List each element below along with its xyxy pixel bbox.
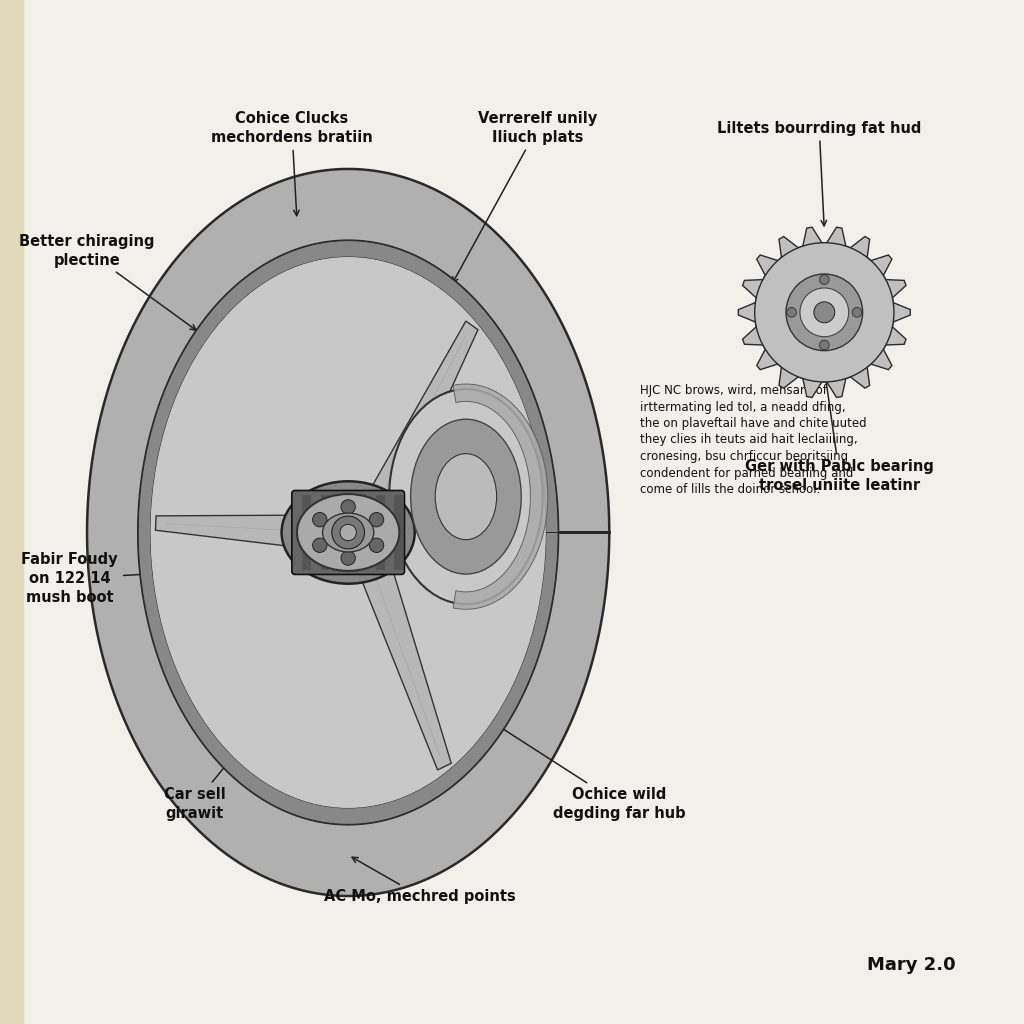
Circle shape xyxy=(800,288,849,337)
Circle shape xyxy=(786,307,797,317)
Polygon shape xyxy=(738,227,910,397)
Bar xyxy=(339,495,348,570)
Bar xyxy=(394,495,403,570)
Bar xyxy=(321,495,330,570)
Polygon shape xyxy=(156,515,293,547)
Circle shape xyxy=(819,340,829,350)
Text: AC Mo, mechred points: AC Mo, mechred points xyxy=(324,857,516,903)
Polygon shape xyxy=(138,241,558,824)
Circle shape xyxy=(819,274,829,285)
Ellipse shape xyxy=(282,481,415,584)
Polygon shape xyxy=(361,565,452,770)
Polygon shape xyxy=(371,322,478,507)
Text: Liltets bourrding fat hud: Liltets bourrding fat hud xyxy=(717,121,922,226)
Text: Fabir Foudy
on 122 14
mush boot: Fabir Foudy on 122 14 mush boot xyxy=(22,553,155,604)
Ellipse shape xyxy=(435,454,497,540)
Ellipse shape xyxy=(323,513,374,552)
Bar xyxy=(0,0,23,1024)
Ellipse shape xyxy=(138,241,558,824)
Circle shape xyxy=(312,539,327,553)
Circle shape xyxy=(341,500,355,514)
Circle shape xyxy=(312,512,327,526)
Circle shape xyxy=(370,539,384,553)
Text: Mary 2.0: Mary 2.0 xyxy=(867,955,955,974)
Text: Ger with Pablc bearing
trosel uniite leatinr: Ger with Pablc bearing trosel uniite lea… xyxy=(745,373,934,493)
Bar xyxy=(302,495,311,570)
Circle shape xyxy=(340,524,356,541)
Circle shape xyxy=(814,302,835,323)
Text: Verrerelf unily
Iliuch plats: Verrerelf unily Iliuch plats xyxy=(453,112,597,283)
Text: HJC NC brows, wird, mensary of
irttermating led tol, a neadd dfing,
the on plave: HJC NC brows, wird, mensary of irttermat… xyxy=(640,384,866,496)
FancyBboxPatch shape xyxy=(292,490,404,574)
Circle shape xyxy=(755,243,894,382)
Circle shape xyxy=(786,274,862,350)
Ellipse shape xyxy=(297,495,399,571)
Circle shape xyxy=(332,516,365,549)
Ellipse shape xyxy=(411,419,521,574)
Text: Car sell
girawit: Car sell girawit xyxy=(164,725,258,820)
Bar xyxy=(376,495,385,570)
Circle shape xyxy=(370,512,384,526)
Circle shape xyxy=(852,307,862,317)
Circle shape xyxy=(341,551,355,565)
Text: Cohice Clucks
mechordens bratiin: Cohice Clucks mechordens bratiin xyxy=(211,112,373,216)
Text: Ochice wild
degding far hub: Ochice wild degding far hub xyxy=(480,714,686,820)
Text: Better chiraging
plectine: Better chiraging plectine xyxy=(19,234,196,330)
Ellipse shape xyxy=(389,389,543,604)
Bar xyxy=(357,495,367,570)
Ellipse shape xyxy=(151,257,546,808)
Polygon shape xyxy=(87,169,609,896)
Polygon shape xyxy=(453,384,548,609)
